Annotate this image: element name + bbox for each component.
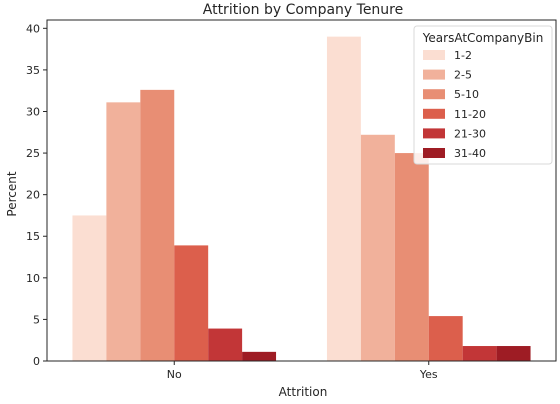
bar-yes-1-2 <box>326 36 361 361</box>
legend-label-11-20: 11-20 <box>454 108 486 121</box>
legend-frame <box>413 25 553 165</box>
bar-no-21-30 <box>208 328 243 361</box>
legend-label-21-30: 21-30 <box>454 127 486 140</box>
y-tick-label: 30 <box>26 105 40 118</box>
legend-items: 1-2 2-5 5-10 11-20 21-30 31-40 <box>423 49 486 160</box>
y-tick-label: 5 <box>33 313 40 326</box>
bar-yes-5-10 <box>394 153 429 361</box>
legend-swatch-21-30 <box>423 128 445 139</box>
y-tick-label: 0 <box>33 355 40 368</box>
legend: YearsAtCompanyBin 1-2 2-5 5-10 11-20 21-30 31… <box>413 25 553 165</box>
legend-label-1-2: 1-2 <box>454 49 472 62</box>
legend-swatch-2-5 <box>423 69 445 80</box>
plot-frame <box>46 19 557 362</box>
y-tick-label: 40 <box>26 22 40 35</box>
bar-no-1-2 <box>72 215 107 361</box>
legend-swatch-1-2 <box>423 50 445 60</box>
legend-label-31-40: 31-40 <box>454 147 486 160</box>
legend-label-5-10: 5-10 <box>454 88 479 101</box>
y-tick-label: 15 <box>26 230 40 243</box>
chart-title: Attrition by Company Tenure <box>203 2 404 18</box>
legend-swatch-11-20 <box>423 108 445 119</box>
bar-no-11-20 <box>174 245 209 361</box>
y-axis-label: Percent <box>5 171 19 216</box>
axes-layer: 0 5 10 15 20 25 30 35 40 No Yes <box>26 19 557 381</box>
x-axis-label: Attrition <box>279 385 328 399</box>
legend-swatch-5-10 <box>423 89 445 100</box>
bar-yes-21-30 <box>462 346 497 361</box>
y-tick-label: 10 <box>26 272 40 285</box>
legend-label-2-5: 2-5 <box>454 69 472 82</box>
y-tick-label: 20 <box>26 189 40 202</box>
x-tick-label: Yes <box>419 368 438 381</box>
y-tick-label: 35 <box>26 64 40 77</box>
y-tick-label: 25 <box>26 147 40 160</box>
bar-yes-31-40 <box>496 346 531 361</box>
bars-layer <box>72 36 531 362</box>
bar-no-31-40 <box>242 351 277 361</box>
legend-title: YearsAtCompanyBin <box>422 31 544 45</box>
bar-no-5-10 <box>140 89 175 362</box>
legend-swatch-31-40 <box>423 148 445 158</box>
x-tick-label: No <box>167 368 182 381</box>
bar-yes-2-5 <box>360 134 395 361</box>
bar-yes-11-20 <box>428 316 463 361</box>
bar-no-2-5 <box>106 102 141 362</box>
